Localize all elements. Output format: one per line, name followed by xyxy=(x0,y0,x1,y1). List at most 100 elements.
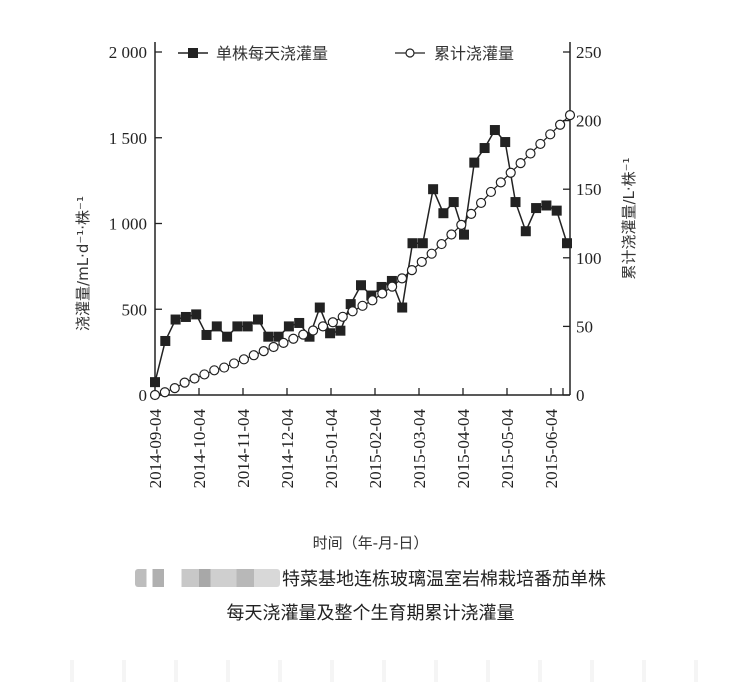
right-y-tick-label: 100 xyxy=(576,249,602,268)
left-y-tick-label: 1 500 xyxy=(109,129,147,148)
circle-marker-icon xyxy=(219,362,230,373)
x-tick-label: 2015-04-04 xyxy=(454,409,473,489)
circle-marker-icon xyxy=(357,300,368,311)
circle-marker-icon xyxy=(426,248,437,259)
square-marker-icon xyxy=(397,302,408,313)
cropped-text-row xyxy=(40,660,700,682)
x-tick-label: 2015-05-04 xyxy=(498,409,517,489)
circle-marker-icon xyxy=(436,238,447,250)
square-marker-icon xyxy=(500,137,511,148)
legend: 单株每天浇灌量 累计浇灌量 xyxy=(178,44,514,63)
circle-marker-icon xyxy=(387,281,398,292)
circle-marker-icon xyxy=(416,256,427,268)
figure-caption-line2: 每天浇灌量及整个生育期累计浇灌量 xyxy=(226,603,515,624)
square-marker-icon xyxy=(160,335,171,346)
circle-marker-icon xyxy=(298,329,309,340)
circle-marker-icon xyxy=(258,345,269,357)
square-marker-icon xyxy=(376,281,387,292)
redacted-text xyxy=(135,569,280,587)
square-marker-icon xyxy=(541,200,552,211)
left-y-axis-title: 浇灌量/mL·d⁻¹·株⁻¹ xyxy=(74,196,92,331)
circle-marker-icon xyxy=(288,333,299,344)
square-marker-icon xyxy=(263,331,274,342)
circle-marker-icon xyxy=(466,208,477,219)
x-tick-label: 2014-12-04 xyxy=(278,409,297,489)
circle-marker-icon xyxy=(475,197,487,209)
square-marker-icon xyxy=(253,314,263,325)
circle-marker-icon xyxy=(485,186,497,198)
figure-caption-line1: 特菜基地连栋玻璃温室岩棉栽培番茄单株 xyxy=(0,565,741,591)
square-marker-icon xyxy=(325,328,336,339)
circle-marker-icon xyxy=(495,177,506,188)
square-marker-icon xyxy=(232,321,243,332)
x-tick-label: 2015-06-04 xyxy=(542,409,561,489)
circle-marker-icon xyxy=(209,365,220,376)
square-marker-icon xyxy=(191,309,202,320)
right-y-tick-label: 0 xyxy=(576,386,585,405)
circle-marker-icon xyxy=(406,265,418,276)
circle-marker-icon xyxy=(456,219,467,230)
circle-marker-icon xyxy=(367,295,378,306)
circle-marker-icon xyxy=(555,119,566,130)
circle-marker-icon xyxy=(228,358,240,369)
legend-label-cumulative: 累计浇灌量 xyxy=(434,44,514,63)
circle-marker-icon xyxy=(317,321,329,332)
square-marker-icon xyxy=(283,321,294,332)
left-y-tick-label: 2 000 xyxy=(109,43,147,62)
right-y-tick-label: 250 xyxy=(576,43,602,62)
circle-marker-icon xyxy=(446,229,457,240)
circle-marker-icon xyxy=(396,273,408,284)
x-axis-title: 时间（年-月-日） xyxy=(312,534,429,552)
square-marker-icon xyxy=(170,314,181,325)
square-marker-icon xyxy=(150,377,160,388)
right-y-tick-label: 200 xyxy=(576,112,602,131)
circle-marker-icon xyxy=(377,288,388,299)
right-y-axis-title: 累计浇灌量/L·株⁻¹ xyxy=(620,157,638,279)
x-tick-label: 2015-03-04 xyxy=(410,409,429,489)
square-marker-icon xyxy=(562,238,572,249)
series-daily-irrigation xyxy=(150,125,572,388)
circle-marker-icon xyxy=(149,389,161,401)
axes: 0 500 1 000 1 500 2 000 0 50 100 150 200 250 2014-0… xyxy=(74,42,638,488)
square-marker-icon xyxy=(448,197,459,208)
circle-marker-icon xyxy=(159,387,170,398)
x-tick-label: 2015-01-04 xyxy=(322,409,341,489)
left-y-tick-label: 0 xyxy=(139,386,148,405)
circle-marker-icon xyxy=(337,311,348,322)
circle-marker-icon xyxy=(268,341,279,353)
square-marker-icon xyxy=(345,299,356,310)
square-marker-icon xyxy=(180,311,191,322)
square-marker-icon xyxy=(273,331,284,342)
x-tick-label: 2015-02-04 xyxy=(366,409,385,489)
square-marker-icon xyxy=(551,205,562,216)
square-marker-icon xyxy=(459,229,469,240)
right-y-tick-label: 50 xyxy=(576,317,593,336)
square-marker-icon xyxy=(428,184,439,195)
square-marker-icon xyxy=(469,157,480,168)
chart: 0 500 1 000 1 500 2 000 0 50 100 150 200 250 2014-0… xyxy=(74,42,638,488)
square-marker-icon xyxy=(438,208,449,219)
square-marker-icon xyxy=(304,331,315,342)
square-marker-icon xyxy=(386,275,397,286)
circle-marker-icon xyxy=(347,306,358,317)
circle-marker-icon xyxy=(199,369,210,380)
left-y-tick-label: 500 xyxy=(122,300,148,319)
circle-marker-icon xyxy=(545,129,556,140)
legend-label-daily: 单株每天浇灌量 xyxy=(216,44,328,63)
circle-marker-icon xyxy=(505,167,516,178)
square-marker-icon xyxy=(335,325,346,336)
legend-circle-marker-icon xyxy=(405,48,415,58)
circle-marker-icon xyxy=(307,325,319,336)
square-marker-icon xyxy=(479,143,490,154)
circle-marker-icon xyxy=(238,354,250,365)
right-y-tick-label: 150 xyxy=(576,180,602,199)
x-tick-label: 2014-10-04 xyxy=(190,409,209,489)
square-marker-icon xyxy=(531,203,542,214)
square-marker-icon xyxy=(407,238,418,249)
square-marker-icon xyxy=(201,329,212,340)
square-marker-icon xyxy=(489,125,500,136)
square-marker-icon xyxy=(520,226,531,237)
legend-square-marker-icon xyxy=(188,48,198,58)
circle-marker-icon xyxy=(515,158,526,169)
square-marker-icon xyxy=(222,331,233,342)
